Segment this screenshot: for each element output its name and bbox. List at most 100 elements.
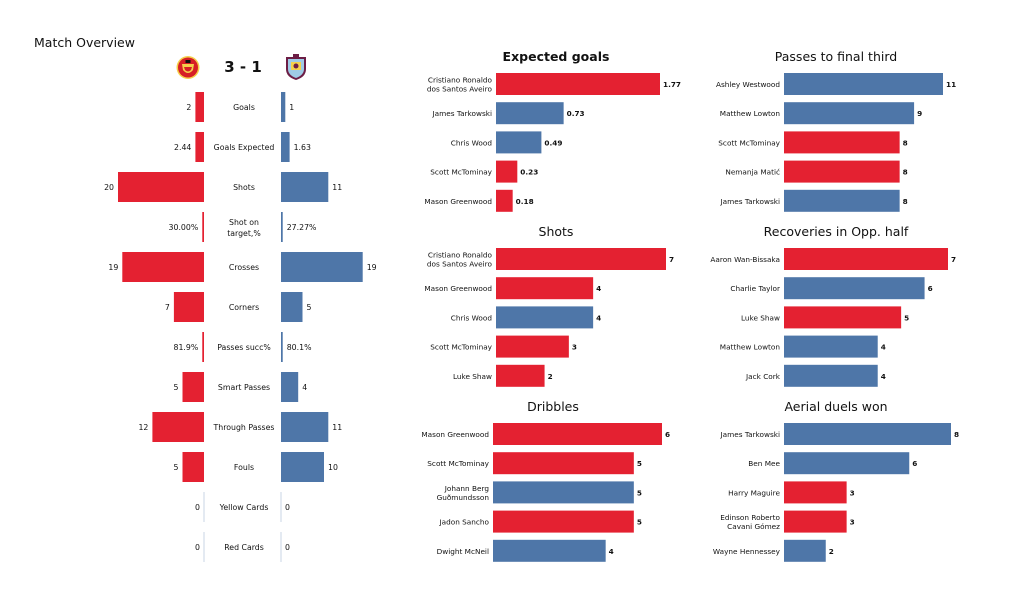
home-value-label: 2 [186, 103, 191, 112]
away-bar [281, 412, 329, 442]
stat-label: Goals [233, 103, 255, 112]
player-name-label: Mason Greenwood [424, 197, 492, 206]
home-value-label: 0 [195, 543, 200, 552]
home-value-label: 30.00% [169, 223, 199, 232]
away-bar [281, 172, 329, 202]
home-value-label: 81.9% [173, 343, 198, 352]
chart-title: Dribbles [527, 399, 579, 414]
away-value-label: 4 [302, 383, 307, 392]
away-bar [281, 452, 324, 482]
player-name-label: Jack Cork [745, 372, 781, 381]
player-name-label: Luke Shaw [741, 313, 780, 322]
player-name-label: Chris Wood [451, 138, 492, 147]
bar-value-label: 7 [669, 255, 674, 264]
home-bar [182, 372, 204, 402]
chart-title: Recoveries in Opp. half [764, 224, 909, 239]
player-name-label: Mason Greenwood [421, 430, 489, 439]
player-name-label: James Tarkowski [719, 197, 780, 206]
home-value-label: 0 [195, 503, 200, 512]
player-bar [784, 539, 826, 562]
player-name-label: Cristiano Ronaldo [428, 251, 493, 260]
away-value-label: 1.63 [294, 143, 311, 152]
home-bar [182, 452, 204, 482]
home-bar [202, 332, 204, 362]
player-name-label: Cavani Gómez [727, 522, 780, 531]
away-value-label: 11 [332, 423, 342, 432]
bar-value-label: 4 [881, 343, 886, 352]
away-value-label: 27.27% [287, 223, 317, 232]
home-bar [118, 172, 204, 202]
bar-value-label: 3 [850, 488, 855, 497]
player-bar [496, 364, 545, 387]
bar-value-label: 4 [881, 372, 886, 381]
player-bar [784, 73, 943, 95]
player-name-label: Scott McTominay [718, 138, 780, 147]
home-value-label: 19 [108, 263, 118, 272]
bar-value-label: 0.23 [520, 168, 538, 177]
player-bar [784, 481, 847, 504]
player-bar [496, 189, 513, 212]
away-bar [281, 252, 363, 282]
player-name-label: Jadon Sancho [439, 518, 490, 527]
player-name-label: Scott McTominay [430, 343, 492, 352]
player-bar [496, 160, 518, 183]
bar-value-label: 4 [596, 313, 601, 322]
player-chart: Passes to final third 11 Ashley Westwood 9 M… [716, 49, 956, 212]
player-bar [496, 73, 660, 95]
player-bar [784, 277, 925, 300]
away-value-label: 19 [367, 263, 377, 272]
stat-label: target,% [227, 229, 261, 238]
player-name-label: Chris Wood [451, 313, 492, 322]
bar-value-label: 8 [903, 197, 908, 206]
home-bar [195, 132, 204, 162]
bar-value-label: 0.49 [544, 138, 562, 147]
home-bar [122, 252, 204, 282]
player-name-label: James Tarkowski [719, 430, 780, 439]
player-bar [493, 452, 634, 475]
player-chart: Recoveries in Opp. half 7 Aaron Wan-Bissak… [710, 224, 956, 387]
player-name-label: Harry Maguire [728, 488, 780, 497]
player-bar [496, 306, 594, 329]
stat-label: Smart Passes [218, 383, 270, 392]
player-name-label: Edinson Roberto [720, 513, 780, 522]
bar-value-label: 2 [548, 372, 553, 381]
player-name-label: Scott McTominay [430, 168, 492, 177]
player-chart: Aerial duels won 8 James Tarkowski 6 Ben Mee… [713, 399, 959, 562]
home-bar [202, 212, 204, 242]
player-bar [493, 423, 662, 445]
player-name-label: Dwight McNeil [437, 547, 489, 556]
stat-label: Red Cards [224, 543, 264, 552]
player-name-label: dos Santos Aveiro [427, 260, 493, 269]
chart-title: Passes to final third [775, 49, 897, 64]
player-name-label: Mason Greenwood [424, 284, 492, 293]
burnley-crest-icon [286, 54, 306, 80]
stat-label: Passes succ% [217, 343, 271, 352]
stat-label: Yellow Cards [219, 503, 269, 512]
away-bar [281, 132, 290, 162]
home-bar [152, 412, 204, 442]
bar-value-label: 11 [946, 80, 956, 89]
player-bar [493, 539, 606, 562]
player-chart: Dribbles 6 Mason Greenwood 5 Scott McTominay… [421, 399, 670, 562]
player-name-label: Ashley Westwood [716, 80, 780, 89]
bar-value-label: 3 [572, 343, 577, 352]
player-name-label: Nemanja Matić [725, 168, 780, 177]
player-name-label: Ben Mee [748, 459, 780, 468]
player-bar [496, 335, 569, 358]
stat-label: Corners [229, 303, 259, 312]
player-bar [784, 510, 847, 533]
bar-value-label: 5 [637, 488, 642, 497]
away-bar [281, 292, 303, 322]
bar-value-label: 0.18 [516, 197, 534, 206]
bar-value-label: 8 [903, 168, 908, 177]
player-name-label: Johann Berg [444, 484, 489, 493]
bar-value-label: 5 [904, 313, 909, 322]
bar-value-label: 6 [928, 284, 933, 293]
home-value-label: 2.44 [174, 143, 191, 152]
chart-title: Shots [539, 224, 574, 239]
bar-value-label: 8 [903, 138, 908, 147]
player-name-label: dos Santos Aveiro [427, 85, 493, 94]
bar-value-label: 5 [637, 459, 642, 468]
away-value-label: 1 [289, 103, 294, 112]
